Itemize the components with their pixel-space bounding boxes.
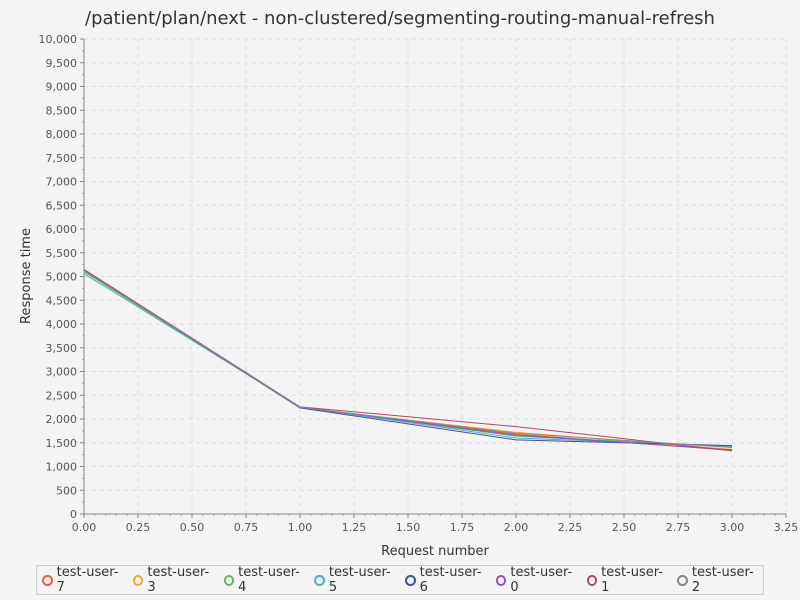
y-tick-label: 6,000 xyxy=(46,223,78,236)
legend-marker-icon xyxy=(677,574,688,586)
legend-item-test-user-7[interactable]: test-user-7 xyxy=(42,565,123,595)
legend-marker-icon xyxy=(495,574,507,586)
legend-marker-icon xyxy=(586,574,598,586)
x-tick-label: 3.25 xyxy=(774,521,799,534)
legend-item-test-user-5[interactable]: test-user-5 xyxy=(314,565,395,595)
y-tick-label: 0 xyxy=(70,508,77,521)
y-tick-label: 8,000 xyxy=(46,128,78,141)
x-tick-label: 1.50 xyxy=(396,521,421,534)
legend: test-user-7 test-user-3 test-user-4 test-us… xyxy=(36,565,764,595)
x-tick-label: 0.50 xyxy=(180,521,205,534)
y-tick-label: 3,000 xyxy=(46,366,78,379)
y-tick-label: 4,000 xyxy=(46,318,78,331)
legend-item-test-user-1[interactable]: test-user-1 xyxy=(586,565,668,595)
y-tick-label: 4,500 xyxy=(46,294,78,307)
x-tick-label: 3.00 xyxy=(720,521,745,534)
y-tick-label: 1,000 xyxy=(46,461,78,474)
legend-marker-icon xyxy=(42,574,53,586)
series-line-test-user-2 xyxy=(83,270,733,448)
y-tick-label: 1,500 xyxy=(46,437,78,450)
x-tick-label: 0.75 xyxy=(234,521,259,534)
y-tick-label: 500 xyxy=(56,484,77,497)
legend-marker-icon xyxy=(405,574,416,586)
legend-label: test-user-5 xyxy=(328,565,391,595)
y-tick-label: 9,000 xyxy=(46,81,78,94)
x-tick-label: 1.25 xyxy=(342,521,367,534)
y-tick-label: 2,000 xyxy=(46,413,78,426)
legend-marker-icon xyxy=(314,574,325,586)
y-tick-label: 3,500 xyxy=(46,342,78,355)
legend-label: test-user-0 xyxy=(510,565,573,595)
legend-label: test-user-3 xyxy=(147,565,210,595)
legend-label: test-user-4 xyxy=(238,565,300,595)
legend-marker-icon xyxy=(132,574,144,586)
y-tick-label: 5,000 xyxy=(46,271,78,284)
x-axis-label: Request number xyxy=(381,544,489,559)
x-tick-label: 0.00 xyxy=(72,521,97,534)
axes: 0 500 1,000 1,500 2,000 2,500 3,000 3,500 4,000 4… xyxy=(39,33,799,534)
chart-title: /patient/plan/next - non-clustered/segme… xyxy=(85,8,715,29)
legend-item-test-user-3[interactable]: test-user-3 xyxy=(132,565,214,595)
series-line-test-user-1 xyxy=(83,268,733,452)
y-tick-label: 7,000 xyxy=(46,176,78,189)
y-tick-label: 8,500 xyxy=(46,104,78,117)
y-tick-label: 6,500 xyxy=(46,199,78,212)
legend-label: test-user-6 xyxy=(419,565,482,595)
series-lines xyxy=(83,268,733,452)
y-tick-label: 7,500 xyxy=(46,152,78,165)
y-tick-label: 10,000 xyxy=(39,33,78,46)
legend-item-test-user-0[interactable]: test-user-0 xyxy=(495,565,577,595)
y-tick-label: 2,500 xyxy=(46,389,78,402)
x-tick-label: 1.75 xyxy=(450,521,475,534)
legend-marker-icon xyxy=(223,574,235,586)
x-tick-label: 1.00 xyxy=(288,521,313,534)
y-tick-label: 9,500 xyxy=(46,57,78,70)
y-axis-label: Response time xyxy=(19,228,34,324)
legend-item-test-user-2[interactable]: test-user-2 xyxy=(677,565,758,595)
x-tick-label: 2.50 xyxy=(612,521,637,534)
chart-area: /patient/plan/next - non-clustered/segme… xyxy=(19,8,799,559)
legend-label: test-user-1 xyxy=(601,565,663,595)
x-tick-label: 2.75 xyxy=(666,521,691,534)
legend-item-test-user-4[interactable]: test-user-4 xyxy=(223,565,305,595)
x-tick-label: 0.25 xyxy=(126,521,151,534)
legend-item-test-user-6[interactable]: test-user-6 xyxy=(405,565,486,595)
legend-label: test-user-7 xyxy=(56,565,119,595)
x-tick-label: 2.00 xyxy=(504,521,529,534)
x-tick-label: 2.25 xyxy=(558,521,583,534)
legend-label: test-user-2 xyxy=(691,565,754,595)
y-tick-label: 5,500 xyxy=(46,247,78,260)
